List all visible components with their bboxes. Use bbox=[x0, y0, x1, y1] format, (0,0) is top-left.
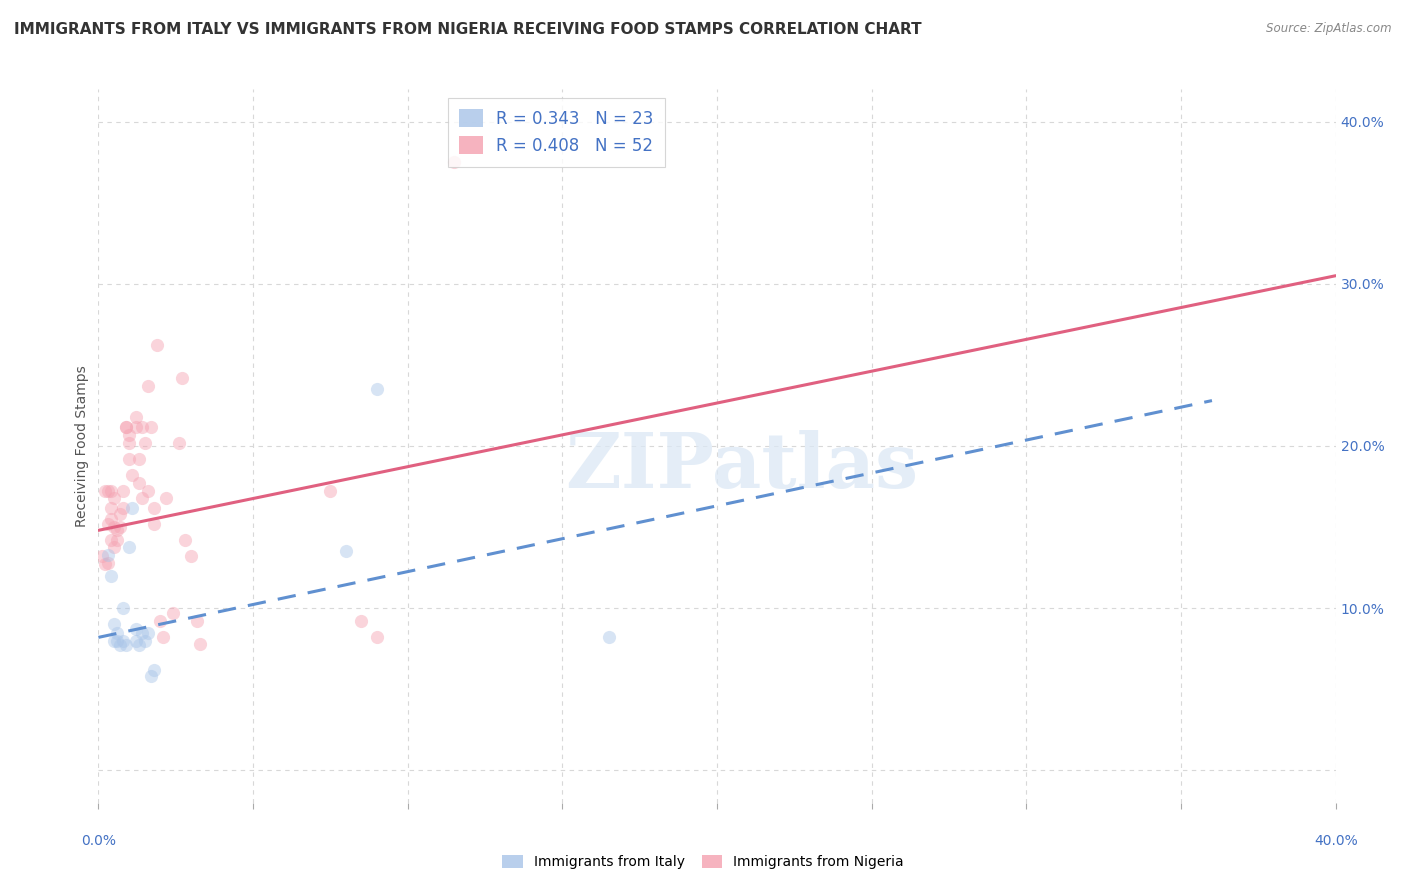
Point bbox=[112, 633, 135, 648]
Point bbox=[170, 371, 193, 385]
Point bbox=[112, 500, 135, 515]
Point bbox=[103, 491, 125, 505]
Point bbox=[319, 484, 342, 499]
Point bbox=[162, 606, 184, 620]
Point bbox=[108, 639, 131, 653]
Point bbox=[115, 419, 138, 434]
Point bbox=[152, 631, 174, 645]
Point bbox=[105, 524, 128, 538]
Point bbox=[118, 452, 141, 467]
Legend: R = 0.343   N = 23, R = 0.408   N = 52: R = 0.343 N = 23, R = 0.408 N = 52 bbox=[447, 97, 665, 167]
Point bbox=[93, 484, 115, 499]
Point bbox=[366, 631, 388, 645]
Point bbox=[174, 533, 197, 547]
Text: ZIPatlas: ZIPatlas bbox=[565, 431, 918, 504]
Point bbox=[121, 468, 143, 483]
Point bbox=[100, 568, 122, 582]
Point bbox=[180, 549, 202, 564]
Point bbox=[149, 614, 172, 628]
Point bbox=[108, 507, 131, 521]
Point bbox=[90, 549, 112, 564]
Point bbox=[136, 625, 159, 640]
Point bbox=[118, 540, 141, 554]
Point bbox=[97, 516, 120, 531]
Text: IMMIGRANTS FROM ITALY VS IMMIGRANTS FROM NIGERIA RECEIVING FOOD STAMPS CORRELATI: IMMIGRANTS FROM ITALY VS IMMIGRANTS FROM… bbox=[14, 22, 922, 37]
Point bbox=[124, 419, 146, 434]
Point bbox=[136, 379, 159, 393]
Point bbox=[103, 617, 125, 632]
Point bbox=[124, 622, 146, 636]
Point bbox=[103, 540, 125, 554]
Point bbox=[105, 625, 128, 640]
Point bbox=[105, 633, 128, 648]
Point bbox=[115, 419, 138, 434]
Point bbox=[131, 419, 153, 434]
Text: 40.0%: 40.0% bbox=[1313, 834, 1358, 848]
Point bbox=[136, 484, 159, 499]
Point bbox=[143, 500, 166, 515]
Point bbox=[155, 491, 177, 505]
Point bbox=[128, 639, 150, 653]
Point bbox=[121, 500, 143, 515]
Point bbox=[143, 516, 166, 531]
Point bbox=[190, 637, 212, 651]
Point bbox=[118, 427, 141, 442]
Point bbox=[100, 484, 122, 499]
Point bbox=[139, 669, 162, 683]
Point bbox=[167, 435, 190, 450]
Point bbox=[97, 484, 120, 499]
Point bbox=[97, 556, 120, 570]
Point bbox=[128, 452, 150, 467]
Point bbox=[598, 631, 620, 645]
Point bbox=[124, 409, 146, 424]
Point bbox=[131, 625, 153, 640]
Point bbox=[103, 520, 125, 534]
Point bbox=[100, 500, 122, 515]
Point bbox=[124, 633, 146, 648]
Point bbox=[335, 544, 357, 558]
Point bbox=[134, 633, 156, 648]
Y-axis label: Receiving Food Stamps: Receiving Food Stamps bbox=[76, 365, 90, 527]
Point bbox=[103, 633, 125, 648]
Point bbox=[128, 476, 150, 491]
Text: Source: ZipAtlas.com: Source: ZipAtlas.com bbox=[1267, 22, 1392, 36]
Point bbox=[100, 533, 122, 547]
Point bbox=[118, 435, 141, 450]
Point bbox=[366, 382, 388, 396]
Point bbox=[134, 435, 156, 450]
Point bbox=[131, 491, 153, 505]
Text: 0.0%: 0.0% bbox=[82, 834, 115, 848]
Point bbox=[186, 614, 208, 628]
Point bbox=[93, 558, 115, 572]
Point bbox=[115, 639, 138, 653]
Point bbox=[100, 512, 122, 526]
Point bbox=[108, 520, 131, 534]
Point bbox=[143, 663, 166, 677]
Legend: Immigrants from Italy, Immigrants from Nigeria: Immigrants from Italy, Immigrants from N… bbox=[495, 848, 911, 876]
Point bbox=[443, 155, 465, 169]
Point bbox=[105, 533, 128, 547]
Point bbox=[112, 601, 135, 615]
Point bbox=[139, 419, 162, 434]
Point bbox=[112, 484, 135, 499]
Point bbox=[146, 338, 169, 352]
Point bbox=[350, 614, 373, 628]
Point bbox=[97, 548, 120, 562]
